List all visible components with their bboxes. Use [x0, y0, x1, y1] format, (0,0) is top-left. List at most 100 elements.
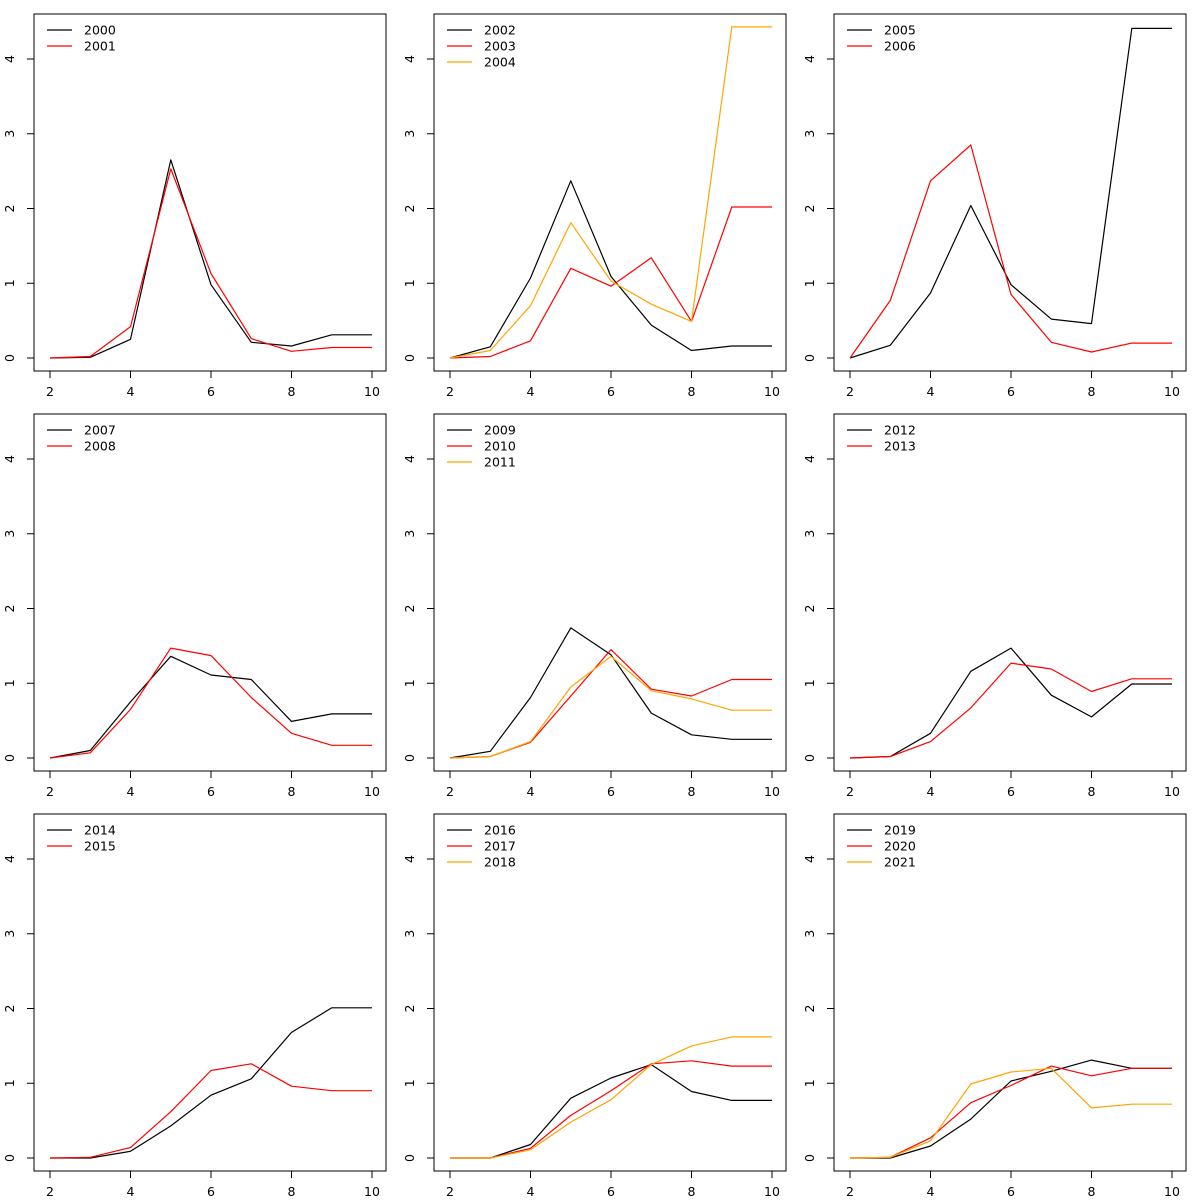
series-line-2018 — [450, 1036, 772, 1159]
series-line-2002 — [449, 180, 772, 359]
series-line-2009 — [449, 627, 772, 759]
legend-label: 2010 — [484, 439, 516, 454]
y-tick-label: 4 — [2, 855, 17, 863]
y-tick-label: 1 — [802, 679, 817, 687]
y-tick-label: 0 — [402, 754, 417, 762]
legend-label: 2002 — [484, 23, 516, 38]
plot-frame — [833, 13, 1187, 372]
y-tick-label: 2 — [2, 205, 17, 213]
legend-label: 2007 — [84, 423, 116, 438]
y-tick-label: 3 — [2, 130, 17, 138]
x-tick-label: 10 — [364, 784, 380, 799]
y-tick-label: 2 — [402, 205, 417, 213]
y-tick-label: 2 — [2, 1005, 17, 1013]
y-tick-label: 3 — [2, 930, 17, 938]
series-line-2005 — [849, 27, 1172, 359]
series-line-2012 — [849, 647, 1172, 759]
legend-label: 2018 — [484, 855, 516, 870]
y-tick-label: 4 — [802, 855, 817, 863]
series-line-2014 — [50, 1007, 372, 1159]
x-tick-label: 6 — [607, 384, 615, 399]
x-tick-label: 8 — [1088, 384, 1096, 399]
x-tick-label: 6 — [1007, 384, 1015, 399]
x-tick-label: 2 — [446, 1184, 454, 1199]
y-tick-label: 4 — [402, 455, 417, 463]
x-tick-label: 6 — [207, 384, 215, 399]
y-tick-label: 2 — [802, 205, 817, 213]
series-line-2007 — [49, 655, 372, 759]
x-tick-label: 8 — [1088, 784, 1096, 799]
legend-label: 2001 — [84, 39, 116, 54]
x-tick-label: 10 — [764, 384, 780, 399]
y-tick-label: 0 — [802, 354, 817, 362]
x-tick-label: 10 — [1164, 384, 1180, 399]
series-line-2010 — [449, 648, 772, 759]
legend-label: 2012 — [884, 423, 916, 438]
legend-label: 2016 — [484, 823, 516, 838]
y-tick-label: 4 — [2, 55, 17, 63]
x-tick-label: 6 — [207, 1184, 215, 1199]
series-line-2004 — [449, 26, 772, 359]
series-line-2020 — [849, 1065, 1172, 1159]
y-tick-label: 0 — [802, 1154, 817, 1162]
y-tick-label: 3 — [802, 130, 817, 138]
y-tick-label: 3 — [2, 530, 17, 538]
legend-label: 2015 — [84, 839, 116, 854]
legend-label: 2003 — [484, 39, 516, 54]
x-tick-label: 2 — [46, 384, 54, 399]
y-tick-label: 0 — [2, 354, 17, 362]
x-tick-label: 4 — [927, 784, 935, 799]
series-line-2003 — [449, 206, 772, 359]
x-tick-label: 8 — [1088, 1184, 1096, 1199]
plot-frame — [833, 413, 1187, 772]
x-tick-label: 4 — [527, 784, 535, 799]
x-tick-label: 6 — [1007, 784, 1015, 799]
x-tick-label: 6 — [1007, 1184, 1015, 1199]
legend-label: 2020 — [884, 839, 916, 854]
legend-label: 2019 — [884, 823, 916, 838]
x-tick-label: 2 — [846, 784, 854, 799]
x-tick-label: 4 — [927, 1184, 935, 1199]
y-tick-label: 4 — [802, 455, 817, 463]
y-tick-label: 4 — [402, 855, 417, 863]
x-tick-label: 6 — [207, 784, 215, 799]
y-tick-label: 2 — [802, 605, 817, 613]
x-tick-label: 10 — [364, 1184, 380, 1199]
y-tick-label: 3 — [402, 130, 417, 138]
series-line-2001 — [49, 168, 372, 359]
x-tick-label: 8 — [288, 784, 296, 799]
legend-label: 2008 — [84, 439, 116, 454]
y-tick-label: 2 — [2, 605, 17, 613]
legend-label: 2011 — [484, 455, 516, 470]
y-tick-label: 3 — [802, 530, 817, 538]
x-tick-label: 10 — [1164, 1184, 1180, 1199]
y-tick-label: 1 — [402, 1079, 417, 1087]
x-tick-label: 8 — [288, 1184, 296, 1199]
series-line-2008 — [49, 647, 372, 759]
x-tick-label: 2 — [46, 784, 54, 799]
y-tick-label: 0 — [802, 754, 817, 762]
series-line-2017 — [450, 1060, 772, 1159]
y-tick-label: 0 — [2, 1154, 17, 1162]
x-tick-label: 10 — [1164, 784, 1180, 799]
plot-frame — [33, 13, 387, 372]
legend-label: 2009 — [484, 423, 516, 438]
y-tick-label: 0 — [402, 1154, 417, 1162]
x-tick-label: 6 — [607, 784, 615, 799]
x-tick-label: 8 — [688, 1184, 696, 1199]
x-tick-label: 2 — [846, 384, 854, 399]
y-tick-label: 0 — [2, 754, 17, 762]
legend-label: 2017 — [484, 839, 516, 854]
legend-label: 2004 — [484, 55, 516, 70]
x-tick-label: 10 — [364, 384, 380, 399]
y-tick-label: 4 — [802, 55, 817, 63]
plot-frame — [33, 813, 387, 1172]
x-tick-label: 2 — [446, 384, 454, 399]
y-tick-label: 2 — [802, 1005, 817, 1013]
